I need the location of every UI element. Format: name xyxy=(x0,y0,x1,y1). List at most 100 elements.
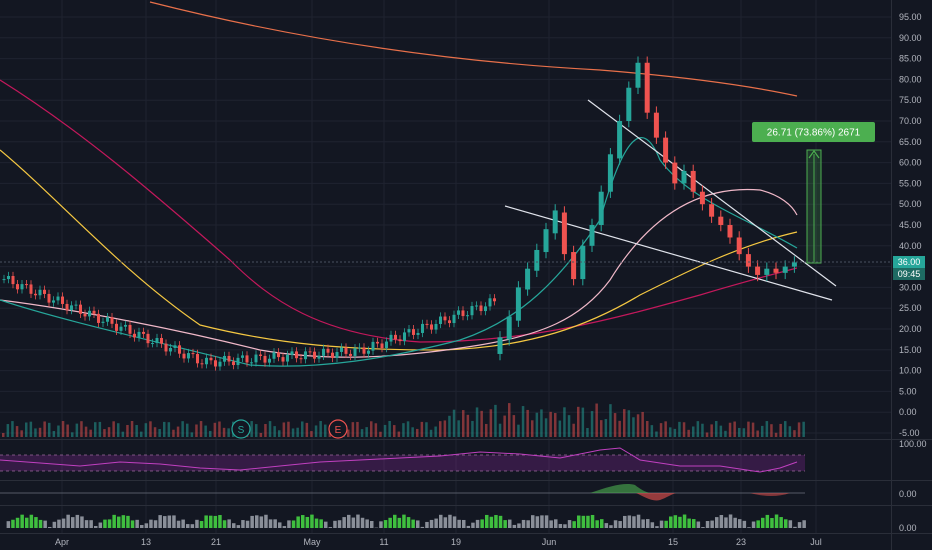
price-tick-label: 30.00 xyxy=(899,282,922,292)
osc3-bar xyxy=(94,525,98,528)
candle-body-early xyxy=(74,304,78,306)
candle-body-early xyxy=(142,331,145,334)
osc3-bar xyxy=(793,526,797,528)
candle-body-early xyxy=(322,348,325,356)
event-badge-s[interactable]: S xyxy=(231,419,251,439)
volume-bar xyxy=(144,423,148,437)
time-tick-label: 21 xyxy=(211,537,221,547)
osc3-bar xyxy=(586,515,590,528)
candle-body xyxy=(617,121,623,159)
time-tick-label: 23 xyxy=(736,537,746,547)
osc3-bar xyxy=(719,515,724,528)
osc3-bar xyxy=(250,515,254,528)
candle-body-early xyxy=(412,329,415,335)
osc3-bar xyxy=(107,519,112,528)
osc3-tick: 0.00 xyxy=(899,523,917,533)
volume-bar xyxy=(797,422,801,437)
osc3-bar xyxy=(167,515,172,528)
osc3-bar xyxy=(572,521,576,528)
measure-tool[interactable]: 26.71 (73.86%) 2671 xyxy=(752,122,875,264)
price-tick-label: 40.00 xyxy=(899,241,922,251)
candle-body-early xyxy=(335,351,339,358)
osc3-bar xyxy=(797,522,802,528)
candle-body-early xyxy=(380,343,384,349)
osc3-bar xyxy=(236,525,241,528)
osc3-bar xyxy=(609,525,613,528)
volume-bar xyxy=(301,421,304,437)
candle-body-early xyxy=(331,352,334,358)
osc3-bar xyxy=(710,520,714,528)
osc3-bar xyxy=(540,515,544,528)
price-tick-label: 95.00 xyxy=(899,12,922,22)
osc3-bar xyxy=(6,521,11,528)
volume-bar xyxy=(788,426,792,437)
osc3-bar xyxy=(84,520,89,528)
volume-bar xyxy=(259,432,263,437)
osc3-bar xyxy=(784,519,788,528)
osc3-bar xyxy=(273,519,277,528)
candle-body xyxy=(672,162,678,184)
osc3-bar xyxy=(489,516,494,528)
candle-body xyxy=(598,191,604,225)
osc3-bar xyxy=(687,518,691,528)
osc3-bar xyxy=(287,520,291,528)
osc3-bar xyxy=(558,523,563,528)
candle-body-early xyxy=(398,339,402,342)
volume-bar xyxy=(204,425,207,437)
osc3-bar xyxy=(535,516,540,528)
candle-body xyxy=(663,137,669,163)
ma-20-line xyxy=(0,188,798,358)
osc1-tick: 100.00 xyxy=(899,439,927,449)
candle-body xyxy=(635,62,641,88)
time-axis[interactable]: Apr 13 21 May 11 19 Jun 15 23 Jul xyxy=(55,537,822,547)
volume-bar xyxy=(563,407,566,437)
candle-body-early xyxy=(353,348,357,356)
osc3-bar xyxy=(443,517,448,528)
osc3-bar xyxy=(425,521,429,528)
price-axis[interactable]: 95.00 90.00 85.00 80.00 75.00 70.00 65.00 60.00… xyxy=(899,12,922,438)
osc3-bar xyxy=(38,519,43,528)
osc3-bar xyxy=(480,519,484,528)
osc3-bar xyxy=(397,517,402,528)
candle-body-early xyxy=(227,355,231,362)
osc2-negative-area xyxy=(636,493,676,501)
trendline-upper xyxy=(587,99,837,287)
osc3-bar xyxy=(296,516,300,528)
price-tick-label: 65.00 xyxy=(899,137,922,147)
osc3-bar xyxy=(466,525,471,528)
osc3-bar xyxy=(485,514,489,528)
osc3-bar xyxy=(140,525,144,528)
osc3-bar xyxy=(751,521,756,528)
osc3-bar xyxy=(448,514,452,528)
osc3-bar xyxy=(360,517,365,528)
osc3-bar xyxy=(388,517,392,528)
volume-bar xyxy=(701,423,704,437)
candle-body-early xyxy=(92,310,96,314)
measure-label-bg xyxy=(752,122,875,142)
volume-bar xyxy=(705,432,709,437)
osc2-tick: 0.00 xyxy=(899,489,917,499)
osc3-bar xyxy=(305,516,310,528)
oscillator-pane-3[interactable]: 0.00 xyxy=(6,514,917,533)
osc3-bar xyxy=(121,515,126,528)
osc3-bar xyxy=(406,517,411,528)
osc3-bar xyxy=(646,519,650,528)
candle-body xyxy=(773,268,779,273)
volume-bar xyxy=(549,411,552,437)
volume-bar xyxy=(669,427,672,437)
volume-bar xyxy=(328,432,332,437)
osc3-bar xyxy=(144,523,149,528)
oscillator-pane-2[interactable]: 0.00 xyxy=(0,483,917,501)
osc3-bar xyxy=(742,520,747,528)
candle-body-early xyxy=(20,284,24,290)
oscillator-pane-1[interactable]: 100.00 xyxy=(0,439,927,473)
event-badge-e[interactable]: E xyxy=(328,419,348,439)
volume-bar xyxy=(646,421,649,437)
candle-body xyxy=(727,225,733,238)
osc3-bar xyxy=(57,519,61,528)
osc3-bar xyxy=(149,519,153,528)
osc3-bar xyxy=(738,519,742,528)
candle-body xyxy=(515,287,521,321)
